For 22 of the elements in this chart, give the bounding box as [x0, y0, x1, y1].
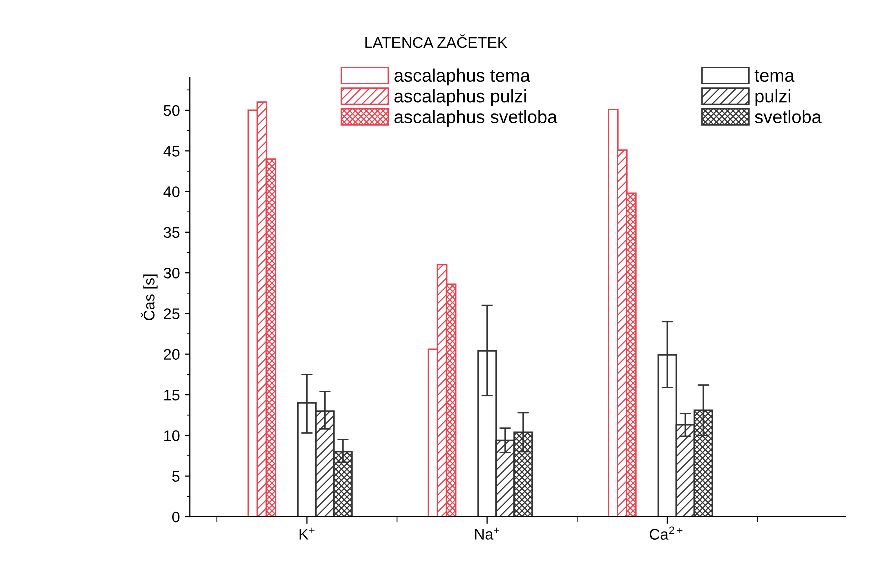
y-tick-label: 10 [164, 430, 180, 442]
x-tick-label: Na$^{+}$ [475, 528, 500, 540]
legend-label: ascalaphus pulzi [394, 90, 526, 106]
legend-label: tema [754, 70, 795, 82]
legend-label: ascalaphus svetloba [394, 110, 558, 128]
y-tick-label: 25 [164, 308, 180, 320]
y-tick-label: 0 [172, 512, 180, 523]
y-tick-label: 40 [164, 186, 180, 198]
y-tick-label: 35 [164, 227, 180, 238]
y-tick-label: 30 [164, 268, 180, 279]
x-tick-label: K$^{+}$ [300, 528, 315, 540]
chart-title: LATENCA ZAČETEK [366, 34, 508, 48]
y-tick-label: 45 [164, 146, 180, 157]
y-tick-label: 20 [164, 349, 180, 360]
y-tick-label: 50 [164, 105, 180, 116]
legend-label: ascalaphus tema [394, 68, 530, 86]
y-tick-label: 5 [172, 471, 180, 482]
x-tick-label: Ca$^{2+}$ [650, 526, 683, 540]
y-tick-label: 15 [164, 390, 180, 401]
legend-label: svetloba [755, 110, 822, 124]
y-axis-title: Čas [s] [141, 274, 158, 320]
legend-label: pulzi [756, 90, 791, 106]
